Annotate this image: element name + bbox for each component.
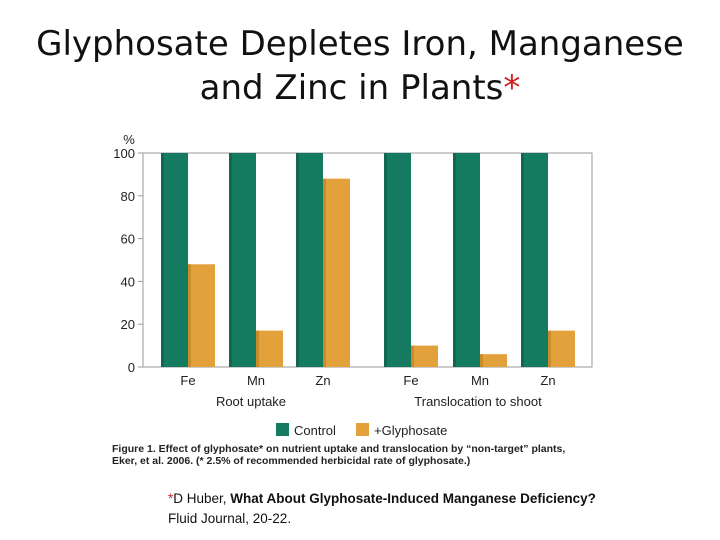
x-tick-label: Zn bbox=[315, 373, 330, 388]
legend-label: Control bbox=[294, 423, 336, 438]
caption-line-2: Eker, et al. 2006. (* 2.5% of recommende… bbox=[112, 455, 471, 467]
bar-control-shade bbox=[521, 153, 524, 367]
title-line-1: Glyphosate Depletes Iron, Manganese bbox=[36, 24, 684, 64]
x-tick-label: Mn bbox=[247, 373, 265, 388]
x-tick-label: Mn bbox=[471, 373, 489, 388]
y-tick-label: 100 bbox=[113, 146, 135, 161]
y-tick-label: 0 bbox=[128, 360, 135, 375]
bar-glyphosate-shade bbox=[188, 264, 191, 367]
bar-glyphosate bbox=[256, 330, 283, 367]
bar-control bbox=[161, 153, 188, 367]
bar-control bbox=[521, 153, 548, 367]
bar-glyphosate-shade bbox=[480, 354, 483, 367]
bar-glyphosate-shade bbox=[548, 330, 551, 367]
legend-label: +Glyphosate bbox=[374, 423, 447, 438]
bar-control bbox=[453, 153, 480, 367]
reference-line-1: *D Huber, What About Glyphosate-Induced … bbox=[168, 489, 708, 509]
reference-asterisk: * bbox=[168, 491, 174, 506]
bar-control-shade bbox=[453, 153, 456, 367]
bar-glyphosate-shade bbox=[323, 178, 326, 367]
bar-glyphosate bbox=[411, 345, 438, 367]
y-tick-label: 80 bbox=[121, 189, 135, 204]
bar-control bbox=[384, 153, 411, 367]
bar-glyphosate bbox=[323, 178, 350, 367]
reference-source: Fluid Journal, 20-22. bbox=[168, 511, 292, 526]
bar-control bbox=[229, 153, 256, 367]
slide-title: Glyphosate Depletes Iron, Manganese and … bbox=[0, 22, 720, 110]
group-label: Root uptake bbox=[216, 394, 286, 409]
bar-control-shade bbox=[229, 153, 232, 367]
y-unit-label: % bbox=[123, 132, 135, 147]
x-tick-label: Zn bbox=[540, 373, 555, 388]
y-tick-label: 60 bbox=[121, 232, 135, 247]
bar-glyphosate bbox=[188, 264, 215, 367]
x-tick-label: Fe bbox=[403, 373, 418, 388]
y-tick-label: 40 bbox=[121, 274, 135, 289]
bar-glyphosate-shade bbox=[411, 345, 414, 367]
caption-line-1: Figure 1. Effect of glyphosate* on nutri… bbox=[112, 443, 566, 455]
title-asterisk: * bbox=[503, 68, 521, 108]
title-line-2-text: and Zinc in Plants bbox=[199, 68, 504, 108]
plot-frame bbox=[142, 152, 593, 368]
bar-control-shade bbox=[384, 153, 387, 367]
figure-caption: Figure 1. Effect of glyphosate* on nutri… bbox=[112, 443, 592, 467]
reference-author: D Huber, bbox=[173, 491, 231, 506]
y-tick-label: 20 bbox=[121, 317, 135, 332]
reference-title: What About Glyphosate-Induced Manganese … bbox=[230, 491, 596, 506]
reference: *D Huber, What About Glyphosate-Induced … bbox=[168, 489, 708, 529]
bar-control-shade bbox=[161, 153, 164, 367]
bar-glyphosate bbox=[480, 354, 507, 367]
legend-swatch bbox=[276, 423, 289, 436]
bar-glyphosate bbox=[548, 330, 575, 367]
bar-glyphosate-shade bbox=[256, 330, 259, 367]
legend-swatch bbox=[356, 423, 369, 436]
group-label: Translocation to shoot bbox=[414, 394, 542, 409]
bar-control bbox=[296, 153, 323, 367]
title-line-2: and Zinc in Plants* bbox=[0, 66, 720, 110]
x-tick-label: Fe bbox=[180, 373, 195, 388]
bar-control-shade bbox=[296, 153, 299, 367]
